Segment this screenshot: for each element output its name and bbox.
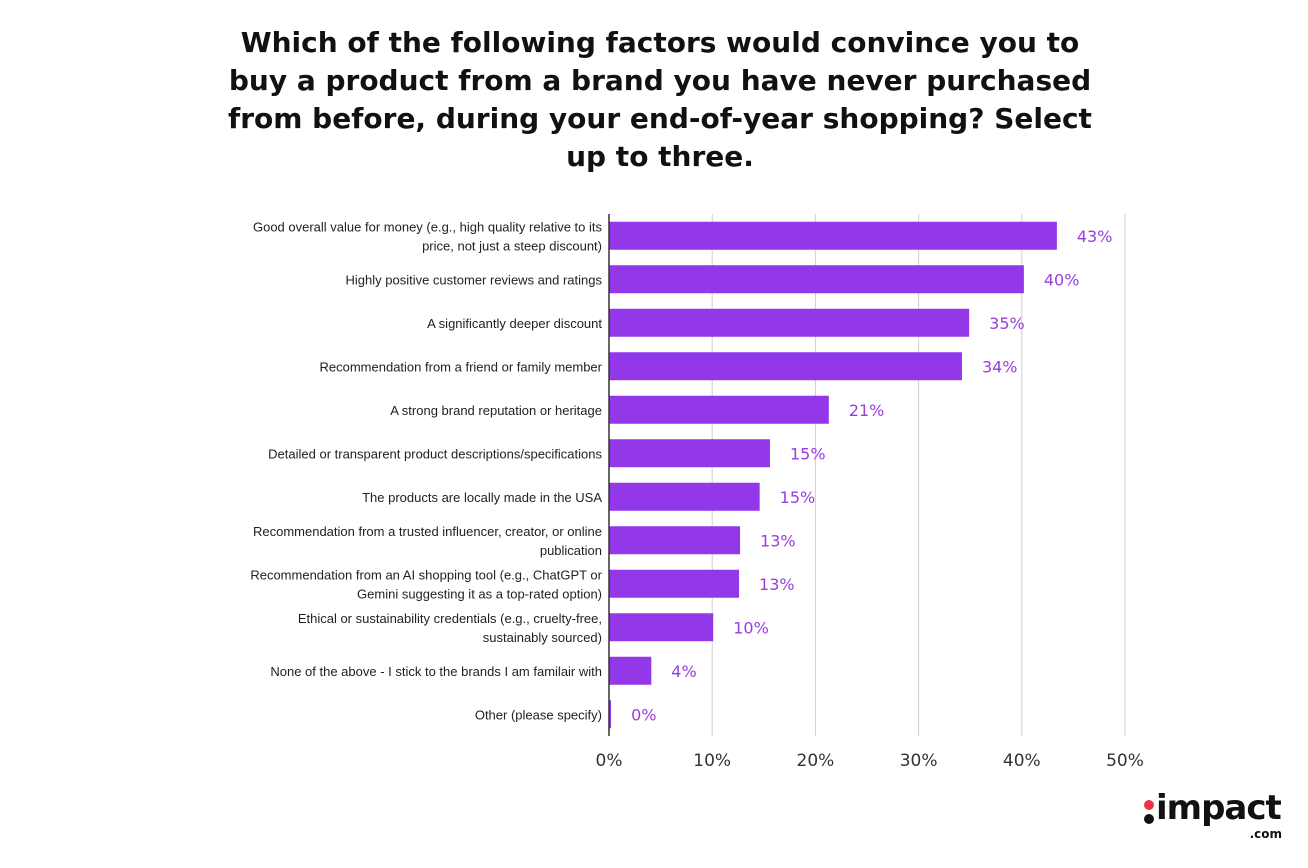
bar — [609, 352, 962, 381]
category-label-line: A strong brand reputation or heritage — [390, 403, 602, 418]
category-label: Other (please specify) — [475, 707, 602, 722]
category-label-line: Highly positive customer reviews and rat… — [346, 272, 603, 287]
bar — [609, 265, 1024, 294]
category-label-line: Detailed or transparent product descript… — [268, 446, 602, 461]
data-label: 35% — [989, 314, 1025, 333]
logo-dot-red — [1144, 800, 1154, 810]
logo-dot-black — [1144, 814, 1154, 824]
data-label: 21% — [849, 401, 885, 420]
logo-suffix: .com — [1249, 827, 1282, 841]
category-label: Highly positive customer reviews and rat… — [346, 272, 603, 287]
x-tick-label: 0% — [596, 751, 623, 771]
x-tick-label: 50% — [1106, 751, 1144, 771]
data-label: 10% — [733, 618, 769, 637]
category-label-line: Ethical or sustainability credentials (e… — [298, 611, 602, 626]
x-tick-label: 30% — [900, 751, 938, 771]
category-label: Recommendation from a trusted influencer… — [253, 524, 602, 558]
category-label: Ethical or sustainability credentials (e… — [298, 611, 602, 645]
category-label: A significantly deeper discount — [427, 316, 602, 331]
category-label-line: The products are locally made in the USA — [362, 490, 602, 505]
bar — [609, 656, 652, 685]
bar — [609, 308, 970, 337]
category-label: A strong brand reputation or heritage — [390, 403, 602, 418]
gridlines — [711, 214, 1126, 736]
bar — [609, 439, 770, 468]
category-label-line: Recommendation from a friend or family m… — [320, 359, 603, 374]
bar — [609, 395, 829, 424]
category-label: Recommendation from a friend or family m… — [320, 359, 603, 374]
category-label: Detailed or transparent product descript… — [268, 446, 602, 461]
category-label-line: publication — [540, 543, 602, 558]
category-label: Recommendation from an AI shopping tool … — [250, 567, 602, 601]
data-label: 40% — [1044, 270, 1080, 289]
impact-logo: impact .com — [1142, 788, 1282, 844]
x-tick-label: 10% — [693, 751, 731, 771]
chart-title: Which of the following factors would con… — [228, 26, 1092, 173]
x-tick-label: 20% — [797, 751, 835, 771]
x-tick-label: 40% — [1003, 751, 1041, 771]
bar — [609, 613, 714, 642]
data-label: 15% — [790, 444, 826, 463]
labels: 0% 10% 20% 30% 40% 50% 43% Good overall value f… — [250, 219, 1144, 771]
category-label-line: Recommendation from an AI shopping tool … — [250, 567, 602, 582]
data-label: 34% — [982, 357, 1018, 376]
bar — [609, 700, 612, 729]
data-label: 13% — [759, 575, 795, 594]
category-label-line: sustainably sourced) — [483, 630, 602, 645]
data-label: 15% — [780, 488, 816, 507]
category-label-line: Good overall value for money (e.g., high… — [253, 219, 603, 234]
data-label: 43% — [1077, 227, 1113, 246]
data-label: 4% — [671, 662, 696, 681]
bar — [609, 526, 741, 555]
category-label-line: Other (please specify) — [475, 707, 602, 722]
category-label-line: None of the above - I stick to the brand… — [270, 664, 602, 679]
category-label-line: Recommendation from a trusted influencer… — [253, 524, 602, 539]
bar — [609, 569, 740, 598]
category-label-line: price, not just a steep discount) — [422, 238, 602, 253]
category-label-line: Gemini suggesting it as a top-rated opti… — [357, 586, 602, 601]
bar — [609, 482, 760, 511]
logo-wordmark: impact — [1156, 788, 1282, 828]
category-label-line: A significantly deeper discount — [427, 316, 602, 331]
bar — [609, 221, 1057, 250]
category-label: Good overall value for money (e.g., high… — [253, 219, 603, 253]
data-label: 0% — [631, 705, 656, 724]
category-label: None of the above - I stick to the brand… — [270, 664, 602, 679]
category-label: The products are locally made in the USA — [362, 490, 602, 505]
data-label: 13% — [760, 531, 796, 550]
bars — [609, 221, 1057, 729]
